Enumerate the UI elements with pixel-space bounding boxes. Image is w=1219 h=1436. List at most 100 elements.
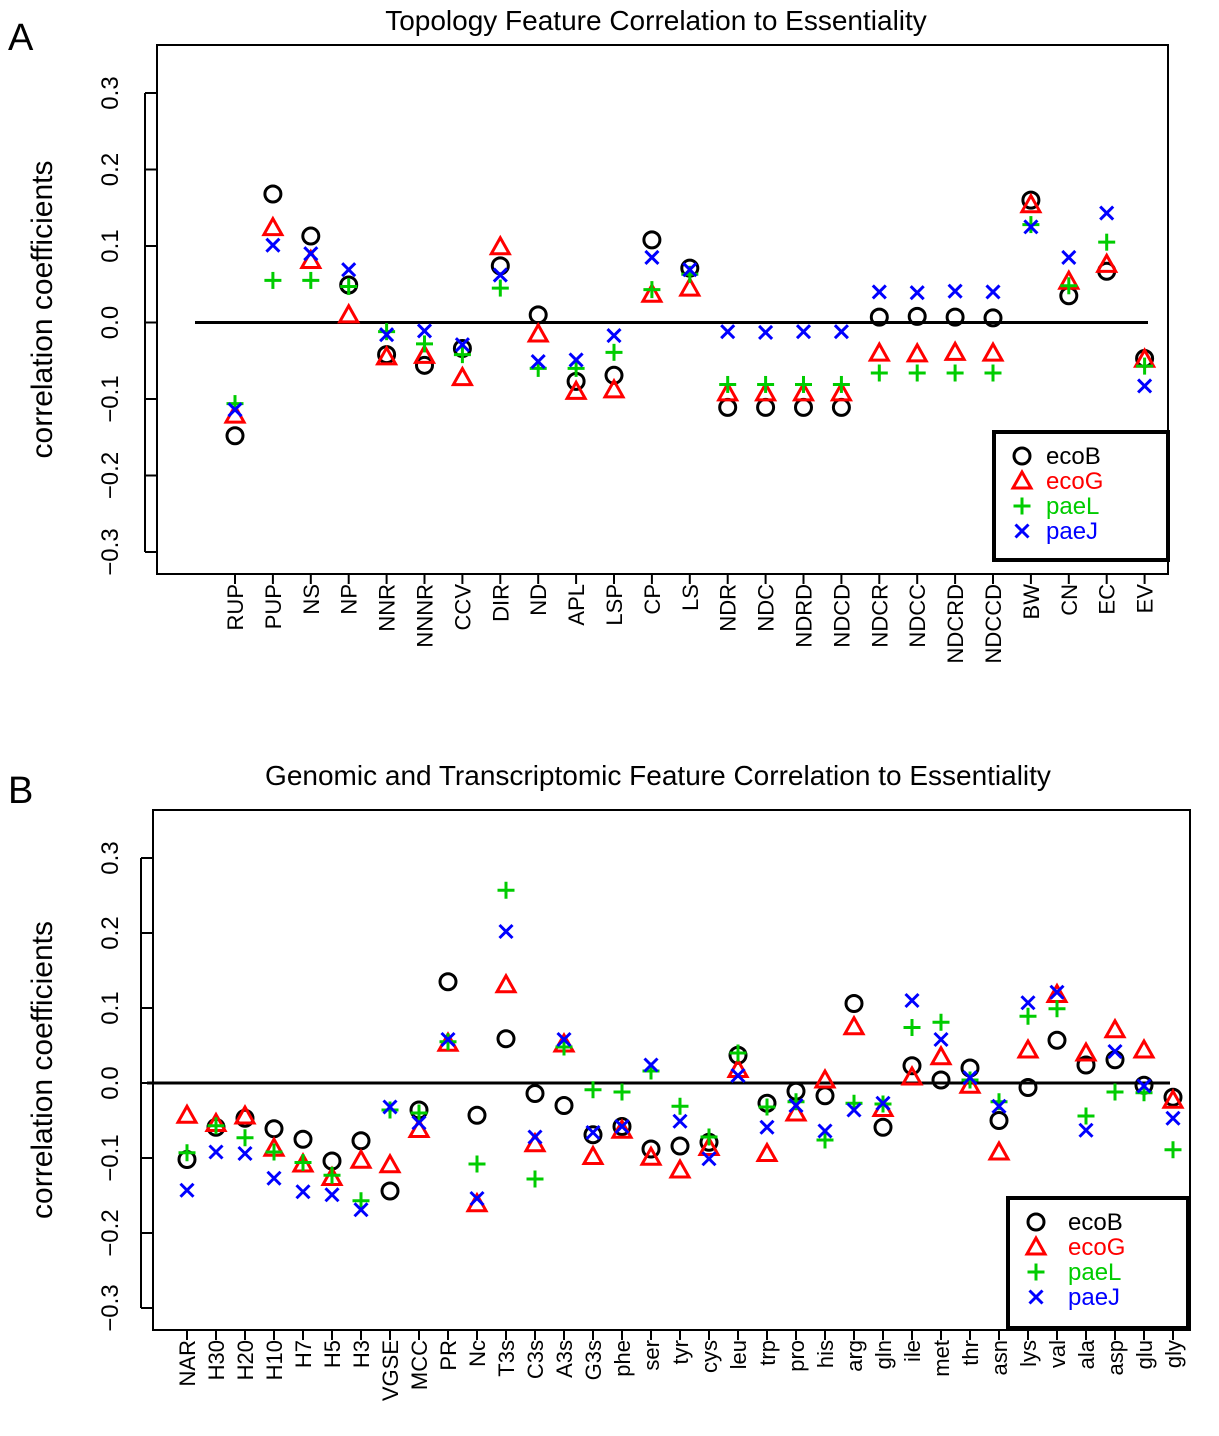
point-paeJ-RUP: [227, 402, 243, 418]
point-ecoG-gly: [1161, 1088, 1185, 1109]
point-ecoB-PUP: [263, 184, 283, 204]
x-tick-label-A3s: A3s: [552, 1340, 577, 1378]
point-paeJ-CCV: [454, 337, 470, 353]
x-tick-label-H7: H7: [291, 1340, 316, 1368]
x-tick-label-H3: H3: [349, 1340, 374, 1368]
point-ecoG-lys: [1016, 1037, 1040, 1059]
point-ecoG-CP: [640, 282, 664, 303]
x-tick-label-asn: asn: [987, 1340, 1012, 1375]
panel-a-y-axis: −0.3 −0.2 −0.1 0.0 0.1 0.2 0.3: [97, 76, 157, 576]
x-tick-label-NDRD: NDRD: [792, 584, 817, 648]
point-paeJ-arg: [846, 1102, 862, 1118]
x-tick-label-NDCD: NDCD: [829, 584, 854, 648]
point-ecoB-BW: [1021, 190, 1041, 210]
panel-b-label: B: [8, 770, 33, 812]
legend-ecoB-marker: [1026, 1212, 1046, 1232]
point-paeJ-tyr: [672, 1113, 688, 1129]
point-paeJ-NDCC: [909, 285, 925, 301]
point-paeJ-APL: [568, 352, 584, 368]
point-paeJ-H10: [266, 1170, 282, 1186]
x-tick-label-NS: NS: [299, 584, 324, 615]
point-paeJ-NS: [303, 246, 319, 262]
x-tick-label-glu: glu: [1132, 1340, 1157, 1369]
point-paeJ-BW: [1023, 219, 1039, 235]
point-ecoG-NDCRD: [943, 340, 967, 361]
point-ecoG-APL: [564, 379, 588, 400]
x-tick-label-his: his: [813, 1340, 838, 1368]
point-paeL-NAR: [178, 1144, 196, 1162]
point-paeJ-PR: [440, 1031, 456, 1048]
point-ecoG-NDCR: [867, 341, 891, 362]
point-paeJ-NDRD: [795, 324, 812, 340]
x-tick-label-EC: EC: [1095, 584, 1120, 615]
point-paeL-cys: [700, 1128, 718, 1146]
point-ecoG-his: [813, 1067, 837, 1089]
point-paeJ-PUP: [265, 237, 281, 253]
x-tick-label-trp: trp: [755, 1340, 780, 1366]
y-tick-label: 0.3: [97, 76, 124, 109]
point-ecoB-C3s: [525, 1084, 545, 1103]
point-paeJ-lys: [1020, 995, 1036, 1011]
point-ecoB-lys: [1018, 1078, 1038, 1097]
point-paeJ-EV: [1137, 378, 1153, 394]
point-ecoG-asn: [987, 1139, 1011, 1161]
x-tick-label-APL: APL: [564, 584, 589, 626]
legend-ecoG-marker: [1010, 468, 1034, 490]
x-tick-label-T3s: T3s: [494, 1340, 519, 1377]
point-ecoB-asp: [1105, 1050, 1125, 1070]
x-tick-label-NAR: NAR: [175, 1340, 200, 1386]
panel-b-y-axis-title: correlation coefficients: [26, 921, 59, 1219]
series-paeL: [226, 216, 1154, 413]
x-tick-label-phe: phe: [610, 1340, 635, 1377]
x-tick-label-gly: gly: [1161, 1340, 1186, 1368]
point-ecoG-NDRD: [791, 380, 816, 402]
point-ecoB-H7: [293, 1129, 313, 1149]
point-paeJ-H3: [353, 1202, 369, 1218]
point-paeL-lys: [1019, 1007, 1037, 1025]
panel-a-y-axis-title: correlation coefficients: [26, 161, 59, 459]
point-ecoB-NDCR: [869, 307, 889, 327]
point-paeJ-leu: [730, 1067, 746, 1084]
x-tick-label-NDC: NDC: [754, 584, 779, 632]
point-paeL-NDCRD: [946, 364, 964, 382]
point-paeJ-gly: [1165, 1110, 1181, 1126]
point-ecoG-met: [929, 1044, 953, 1066]
x-tick-label-gln: gln: [871, 1340, 896, 1369]
point-paeL-gly: [1164, 1141, 1182, 1159]
point-ecoB-RUP: [225, 426, 245, 446]
point-paeJ-C3s: [527, 1129, 543, 1145]
point-ecoG-H3: [349, 1148, 373, 1169]
x-tick-label-DIR: DIR: [488, 584, 513, 622]
point-paeJ-NDCR: [871, 284, 887, 300]
point-paeJ-H7: [295, 1184, 311, 1200]
x-tick-label-G3s: G3s: [581, 1340, 606, 1380]
point-ecoB-asn: [989, 1111, 1009, 1130]
x-tick-label-BW: BW: [1019, 584, 1044, 620]
point-ecoG-NDCD: [829, 380, 853, 402]
point-paeJ-H5: [324, 1187, 340, 1203]
point-paeJ-his: [817, 1123, 833, 1139]
point-paeL-MCC: [410, 1104, 428, 1122]
point-paeL-Nc: [468, 1155, 486, 1173]
point-ecoG-ND: [526, 321, 550, 343]
point-ecoB-ile: [902, 1056, 922, 1076]
point-ecoB-NDCCD: [983, 308, 1003, 328]
point-paeL-his: [816, 1131, 834, 1149]
point-ecoB-arg: [844, 994, 864, 1013]
point-ecoG-G3s: [581, 1144, 605, 1165]
legend-paeL-label: paeL: [1046, 493, 1099, 520]
legend-box: [1006, 1196, 1190, 1330]
point-ecoG-ser: [639, 1145, 663, 1166]
point-ecoB-NDC: [756, 397, 776, 417]
x-tick-label-met: met: [929, 1340, 954, 1377]
point-paeL-H10: [265, 1143, 283, 1161]
point-paeL-VGSE: [381, 1101, 399, 1119]
y-tick-label: 0.0: [97, 1066, 124, 1099]
y-tick-label: −0.3: [97, 528, 124, 575]
point-paeJ-phe: [614, 1118, 630, 1135]
point-ecoG-tyr: [668, 1157, 692, 1179]
point-paeL-H3: [352, 1192, 370, 1210]
x-tick-label-H30: H30: [204, 1340, 229, 1380]
point-paeJ-H20: [237, 1145, 253, 1162]
point-paeL-leu: [729, 1044, 747, 1062]
